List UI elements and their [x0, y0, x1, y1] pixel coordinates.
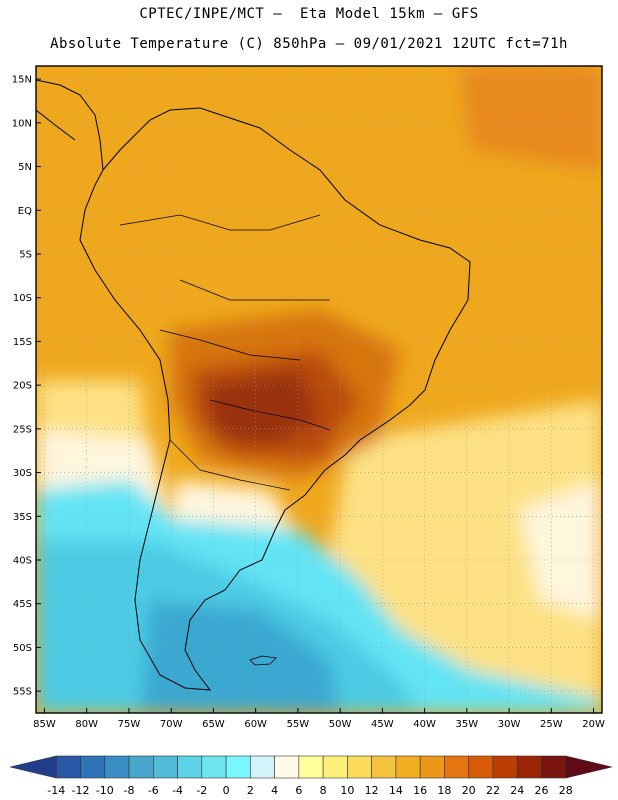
country-borders — [119, 214, 331, 491]
lat-tick-label: 20S — [13, 381, 32, 392]
lon-tick-label: 50W — [329, 719, 352, 730]
field-ne-warm — [460, 66, 602, 170]
colorbar-swatch — [250, 755, 275, 779]
colorbar-swatch — [371, 755, 397, 779]
lat-tick-label: 15N — [12, 75, 32, 86]
colorbar-swatch — [274, 755, 300, 779]
lat-tick-label: 10N — [12, 118, 32, 129]
colorbar-swatch — [128, 755, 154, 779]
colorbar-label: 22 — [486, 784, 500, 797]
map-title-line-1: CPTEC/INPE/MCT – Eta Model 15km – GFS — [139, 6, 479, 22]
colorbar-label: 16 — [413, 784, 427, 797]
coastline-south-america — [79, 107, 471, 691]
colorbar-label: 26 — [534, 784, 548, 797]
colorbar-label: 8 — [320, 784, 327, 797]
colorbar-label: -4 — [172, 784, 183, 797]
colorbar-label: 10 — [340, 784, 354, 797]
colorbar-label: 24 — [510, 784, 524, 797]
latitude-axis: 15N 10N 5N EQ 5S 10S 15S 20S 25S 30S 35S 40S 45S 50S 5… — [12, 75, 41, 698]
colorbar-swatch — [298, 755, 324, 779]
lat-tick-label: 45S — [13, 599, 32, 610]
lon-tick-label: 60W — [244, 719, 267, 730]
colorbar: -14 -12 -10 -8 -6 -4 -2 0 2 4 6 8 10 12 14 16 18 20 22 24 26… — [9, 755, 613, 797]
field-extreme — [205, 370, 320, 445]
lat-tick-label: 55S — [13, 687, 32, 698]
lon-tick-label: 70W — [160, 719, 183, 730]
lat-tick-label: 5N — [18, 162, 32, 173]
colorbar-swatch — [444, 755, 469, 779]
colorbar-swatch — [347, 755, 372, 779]
colorbar-swatch — [201, 755, 227, 779]
colorbar-swatch — [9, 755, 57, 779]
colorbar-swatch — [419, 755, 445, 779]
colorbar-label: 12 — [365, 784, 379, 797]
colorbar-label: -2 — [196, 784, 207, 797]
colorbar-swatch — [468, 755, 494, 779]
lon-tick-label: 80W — [75, 719, 98, 730]
colorbar-label: 4 — [271, 784, 278, 797]
lon-tick-label: 25W — [540, 719, 563, 730]
colorbar-label: -8 — [124, 784, 135, 797]
lat-tick-label: 10S — [13, 293, 32, 304]
map-title-line-2: Absolute Temperature (C) 850hPa – 09/01/… — [50, 36, 568, 52]
colorbar-label: -6 — [148, 784, 159, 797]
colorbar-swatch — [153, 755, 178, 779]
colorbar-swatch — [55, 755, 81, 779]
lat-tick-label: 15S — [13, 337, 32, 348]
lon-tick-label: 20W — [582, 719, 605, 730]
map-frame — [35, 65, 603, 714]
colorbar-swatch — [225, 755, 251, 779]
longitude-axis: 85W 80W 75W 70W 65W 60W 55W 50W 45W 40W 35W 30W 25W 2… — [33, 708, 605, 730]
colorbar-swatch — [565, 755, 613, 779]
colorbar-label: -14 — [47, 784, 65, 797]
colorbar-label: 28 — [559, 784, 573, 797]
lon-tick-label: 75W — [118, 719, 141, 730]
colorbar-swatch — [541, 755, 567, 779]
colorbar-swatch — [492, 755, 518, 779]
field-coldest — [140, 600, 340, 713]
lon-tick-label: 55W — [287, 719, 310, 730]
lat-tick-label: 40S — [13, 555, 32, 566]
lon-tick-label: 30W — [498, 719, 521, 730]
lat-tick-label: EQ — [18, 206, 32, 217]
colorbar-label: -12 — [72, 784, 90, 797]
colorbar-label: 14 — [389, 784, 403, 797]
temperature-field — [36, 66, 602, 713]
colorbar-label: 20 — [462, 784, 476, 797]
colorbar-label: 0 — [223, 784, 230, 797]
colorbar-swatch — [80, 755, 106, 779]
lat-tick-label: 30S — [13, 468, 32, 479]
colorbar-swatch — [516, 755, 542, 779]
lon-tick-label: 65W — [202, 719, 225, 730]
colorbar-swatch — [322, 755, 348, 779]
lat-tick-label: 25S — [13, 424, 32, 435]
lon-tick-label: 45W — [371, 719, 394, 730]
lat-tick-label: 35S — [13, 512, 32, 523]
colorbar-swatch — [177, 755, 203, 779]
colorbar-label: -10 — [96, 784, 114, 797]
lon-tick-label: 85W — [33, 719, 56, 730]
colorbar-label: 18 — [437, 784, 451, 797]
colorbar-label: 6 — [295, 784, 302, 797]
lat-tick-label: 5S — [19, 249, 32, 260]
coastline-central-america — [36, 79, 104, 171]
colorbar-swatch — [395, 755, 421, 779]
lon-tick-label: 35W — [456, 719, 479, 730]
colorbar-swatch — [104, 755, 130, 779]
lat-tick-label: 50S — [13, 643, 32, 654]
lon-tick-label: 40W — [413, 719, 436, 730]
falkland-islands — [249, 655, 277, 666]
colorbar-label: 2 — [247, 784, 254, 797]
field-pale-east — [520, 480, 602, 620]
